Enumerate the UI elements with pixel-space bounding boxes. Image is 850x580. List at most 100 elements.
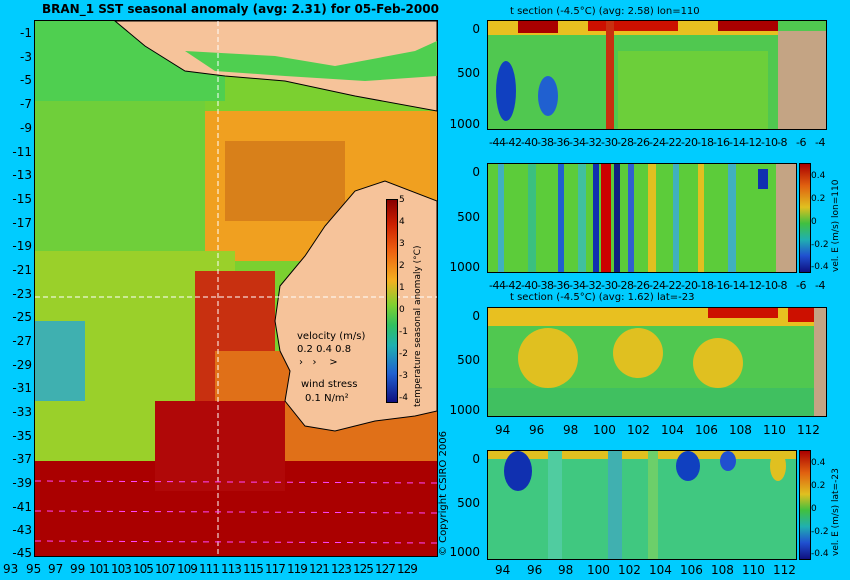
- p1-xtick: -26: [633, 136, 650, 149]
- lat-tick: -17: [12, 216, 32, 230]
- lat-tick: -9: [20, 121, 32, 135]
- cbar-tick: -3: [399, 371, 408, 381]
- p2-cbar-tick: 0.2: [811, 194, 826, 204]
- p2-ytick: 1000: [449, 260, 480, 274]
- panel1-t-section-lon[interactable]: [487, 20, 827, 130]
- panel1-title: t section (-4.5°C) (avg: 2.58) lon=110: [510, 6, 700, 17]
- p1-xtick: -30: [601, 136, 618, 149]
- p4-cbar-tick: 0.4: [811, 458, 826, 468]
- p1-xtick: -32: [585, 136, 602, 149]
- p4-ytick: 0: [472, 452, 480, 466]
- sst-anomaly-map[interactable]: 5 4 3 2 1 0 -1 -2 -3 -4 temperature seas…: [34, 20, 438, 557]
- p2-cbar-tick: -0.2: [811, 240, 829, 250]
- p3-ytick: 500: [457, 353, 480, 367]
- p4-colorbar: [799, 450, 811, 560]
- p2-xtick: -38: [537, 279, 554, 292]
- p2-xtick: -12: [745, 279, 762, 292]
- p1-xtick: -38: [537, 136, 554, 149]
- cbar-tick: -4: [399, 393, 408, 403]
- panel3-title: t section (-4.5°C) (avg: 1.62) lat=-23: [510, 292, 695, 303]
- p2-xtick: -36: [553, 279, 570, 292]
- lon-tick: 119: [287, 562, 308, 576]
- p2-xtick: -10: [761, 279, 778, 292]
- velocity-legend-label: velocity (m/s): [297, 331, 366, 342]
- p2-cbar-tick: 0.4: [811, 171, 826, 181]
- p4-xtick: 106: [680, 563, 703, 577]
- p3-ytick: 1000: [449, 403, 480, 417]
- p4-xtick: 100: [587, 563, 610, 577]
- lat-tick: -3: [20, 50, 32, 64]
- java-sea: [185, 41, 437, 81]
- p2-xtick: -20: [681, 279, 698, 292]
- p2-xtick: -42: [505, 279, 522, 292]
- velocity-arrows-icon: › › >: [299, 357, 338, 368]
- cbar-tick: 5: [399, 195, 405, 205]
- lon-tick: 93: [3, 562, 19, 576]
- lat-tick: -25: [12, 310, 32, 324]
- p2-cbar-tick: 0: [811, 217, 817, 227]
- lon-tick: 109: [177, 562, 198, 576]
- cool-eddy-w: [35, 321, 85, 401]
- lon-tick: 129: [397, 562, 418, 576]
- p2-xtick: -22: [665, 279, 682, 292]
- p4-xticks: 94 96 98 100 102 104 106 108 110 112: [489, 563, 809, 577]
- lon-tick: 95: [26, 562, 42, 576]
- seabed: [814, 308, 826, 416]
- lon-tick: 101: [89, 562, 110, 576]
- lat-tick: -33: [12, 405, 32, 419]
- p2-xtick: -4: [815, 279, 825, 292]
- p2-cbar-ticks: 0.4 0.2 0 -0.2 -0.4: [811, 163, 841, 273]
- p1-xtick: -14: [729, 136, 746, 149]
- lat-tick: -11: [12, 145, 32, 159]
- p3-xtick: 100: [593, 423, 616, 437]
- lon-tick: 121: [309, 562, 330, 576]
- lat-tick: -39: [12, 476, 32, 490]
- lon-tick: 111: [199, 562, 220, 576]
- p4-xtick: 108: [711, 563, 734, 577]
- p3-xtick: 102: [627, 423, 650, 437]
- southern-hot-core: [155, 401, 285, 491]
- lat-tick: -23: [12, 287, 32, 301]
- lon-tick: 127: [375, 562, 396, 576]
- p2-xtick: -8: [777, 279, 787, 292]
- p3-xtick: 108: [729, 423, 752, 437]
- p4-xtick: 104: [649, 563, 672, 577]
- panel2-vel-section-lon[interactable]: [487, 163, 797, 273]
- lat-tick: -21: [12, 263, 32, 277]
- lat-tick: -35: [12, 429, 32, 443]
- panel3-t-section-lat[interactable]: [487, 307, 827, 417]
- lat-tick: -45: [12, 546, 32, 560]
- p4-ytick: 500: [457, 496, 480, 510]
- cbar-tick: -2: [399, 349, 408, 359]
- p3-xtick: 94: [495, 423, 511, 437]
- lon-tick: 123: [331, 562, 352, 576]
- p3-xtick: 110: [763, 423, 786, 437]
- p4-xtick: 96: [527, 563, 543, 577]
- p1-xtick: -8: [777, 136, 787, 149]
- lat-axis: -1 -3 -5 -7 -9 -11 -13 -15 -17 -19 -21 -…: [0, 0, 34, 580]
- ocean-warm-core: [225, 141, 345, 221]
- p2-xtick: -18: [697, 279, 714, 292]
- ocean-patch-w: [35, 101, 205, 251]
- lon-tick: 125: [353, 562, 374, 576]
- velocity-legend-scale: 0.2 0.4 0.8: [297, 344, 352, 355]
- cbar-tick: 3: [399, 239, 405, 249]
- p4-cbar-label: vel. E (m/s) lat=-23: [831, 468, 841, 556]
- lat-tick: -37: [12, 452, 32, 466]
- panel4-vel-section-lat[interactable]: [487, 450, 797, 560]
- p1-xtick: -28: [617, 136, 634, 149]
- p2-xtick: -34: [569, 279, 586, 292]
- lon-tick: 103: [111, 562, 132, 576]
- p2-xtick: -30: [601, 279, 618, 292]
- p2-xtick: -14: [729, 279, 746, 292]
- lon-axis: 93 95 97 99 101 103 105 107 109 111 113 …: [0, 562, 440, 580]
- lon-tick: 117: [265, 562, 286, 576]
- p2-xtick: -24: [649, 279, 666, 292]
- p2-ytick: 0: [472, 165, 480, 179]
- lat-tick: -1: [20, 26, 32, 40]
- copyright-text: © Copyright CSIRO 2006: [438, 431, 449, 556]
- p1-xtick: -34: [569, 136, 586, 149]
- p1-ytick: 0: [472, 22, 480, 36]
- lat-tick: -43: [12, 523, 32, 537]
- p1-xtick: -16: [713, 136, 730, 149]
